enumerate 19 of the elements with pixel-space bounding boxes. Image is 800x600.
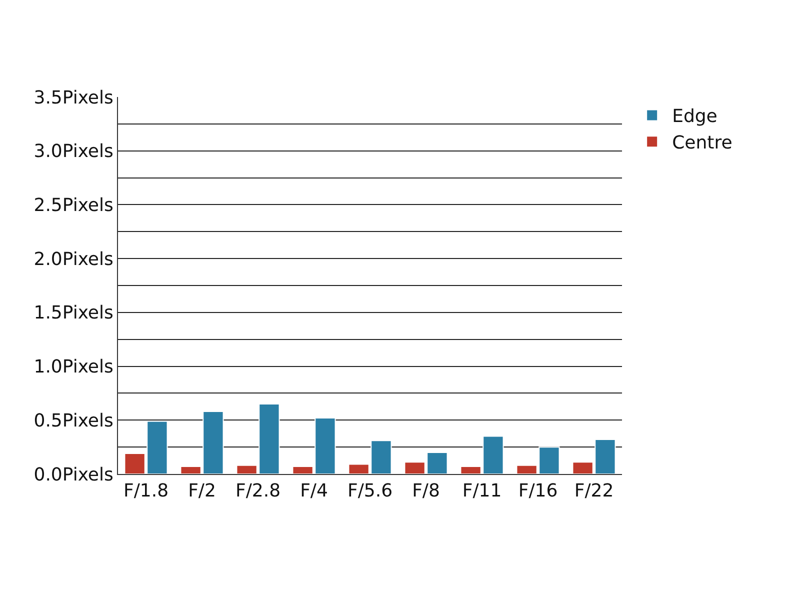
y-tick-label: 0.5Pixels [34, 410, 114, 432]
x-tick-label: F/22 [574, 480, 614, 502]
y-tick-label: 1.0Pixels [34, 356, 114, 378]
y-tick-label: 0.0Pixels [34, 464, 114, 486]
y-tick-label: 3.5Pixels [34, 87, 114, 108]
legend-label: Centre [672, 132, 732, 154]
y-tick-label: 2.5Pixels [34, 195, 114, 216]
x-tick-label: F/1.8 [123, 480, 169, 502]
x-tick-label: F/5.6 [347, 480, 393, 502]
x-tick-label: F/4 [300, 480, 328, 502]
y-tick-label: 2.0Pixels [34, 248, 114, 270]
y-tick-label: 3.0Pixels [34, 141, 114, 162]
legend-label: Edge [672, 106, 718, 128]
x-tick-label: F/8 [412, 480, 440, 502]
x-tick-label: F/11 [462, 480, 502, 502]
y-tick-label: 1.5Pixels [34, 302, 114, 324]
x-tick-label: F/2 [188, 480, 216, 502]
x-tick-label: F/2.8 [235, 480, 281, 502]
x-tick-label: F/16 [518, 480, 558, 502]
